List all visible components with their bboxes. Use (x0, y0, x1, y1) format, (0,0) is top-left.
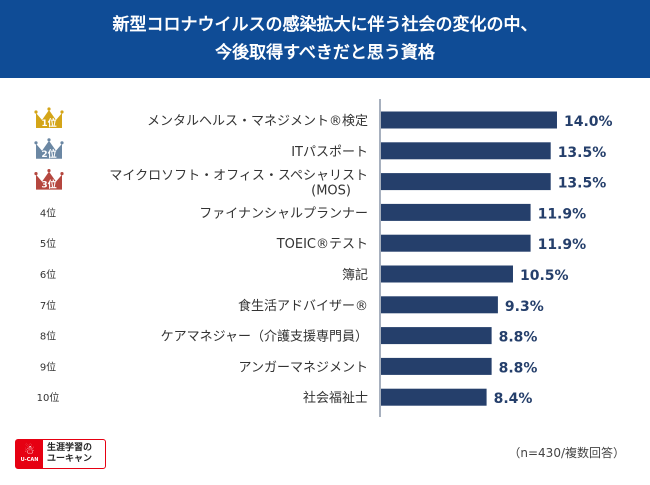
value-label: 8.8% (499, 330, 538, 346)
value-label: 11.9% (538, 237, 587, 253)
value-label: 10.5% (520, 268, 569, 284)
rank-label: 3位 (41, 179, 56, 191)
sample-size-note: （n=430/複数回答） (508, 446, 625, 460)
rank-label: 10位 (37, 391, 60, 404)
value-label: 14.0% (564, 114, 613, 130)
category-label: ITパスポート (291, 145, 368, 160)
value-label: 13.5% (558, 145, 607, 161)
category-label: 食生活アドバイザー® (238, 298, 368, 314)
bar (381, 142, 551, 160)
category-label: 簿記 (342, 267, 368, 283)
bar (381, 388, 487, 406)
category-label: 社会福祉士 (303, 390, 368, 406)
category-label: アンガーマネジメント (239, 360, 368, 375)
chart-title-banner: 新型コロナウイルスの感染拡大に伴う社会の変化の中、 今後取得すべきだと思う資格 (0, 0, 650, 78)
u-can-logo: ☃ U-CAN 生涯学習の ユーキャン (15, 439, 106, 469)
u-can-mark: ☃ U-CAN (16, 440, 43, 468)
rank-label: 6位 (40, 268, 56, 281)
value-label: 8.4% (494, 391, 533, 407)
rank-label: 8位 (40, 330, 56, 343)
value-label: 8.8% (499, 360, 538, 376)
bar (381, 203, 531, 221)
bar (381, 265, 513, 283)
bar (381, 173, 551, 191)
category-label: メンタルヘルス・マネジメント®検定 (147, 114, 368, 129)
bar (381, 357, 492, 375)
crown-rank-3-icon (34, 169, 64, 190)
rank-label: 2位 (41, 148, 56, 160)
value-label: 11.9% (538, 206, 587, 222)
rank-label: 4位 (40, 206, 56, 219)
category-label-sub: (MOS) (311, 184, 351, 199)
bar (381, 234, 531, 252)
bar (381, 296, 498, 314)
logo-brand: U-CAN (20, 457, 39, 463)
category-label: マイクロソフト・オフィス・スペシャリスト (109, 169, 368, 184)
category-label: ファイナンシャルプランナー (199, 206, 368, 221)
rank-label: 9位 (40, 360, 56, 373)
crown-rank-1-icon (34, 107, 64, 128)
category-label: TOEIC®テスト (276, 237, 368, 252)
rank-label: 1位 (41, 117, 56, 129)
value-label: 9.3% (505, 299, 544, 315)
category-label: ケアマネジャー（介護支援専門員） (161, 329, 368, 345)
chart-title-line2: 今後取得すべきだと思う資格 (215, 43, 435, 63)
chart-title-line1: 新型コロナウイルスの感染拡大に伴う社会の変化の中、 (112, 15, 538, 35)
logo-line1: 生涯学習の (47, 443, 93, 453)
rank-label: 7位 (40, 299, 56, 312)
rank-label: 5位 (40, 237, 56, 250)
value-label: 13.5% (558, 176, 607, 192)
crown-rank-2-icon (34, 138, 64, 159)
u-can-figure-icon: ☃ (24, 443, 35, 457)
logo-line2: ユーキャン (47, 454, 93, 464)
bar (381, 111, 557, 129)
bar (381, 327, 492, 345)
